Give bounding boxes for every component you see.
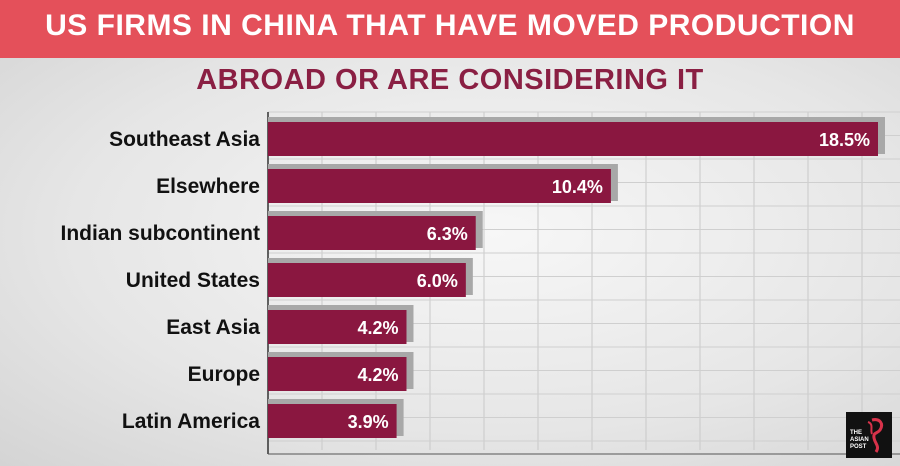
chart-subtitle: ABROAD OR ARE CONSIDERING IT xyxy=(196,64,704,96)
category-label: Southeast Asia xyxy=(109,128,260,151)
bar xyxy=(268,404,397,438)
svg-text:POST: POST xyxy=(850,444,867,450)
bar xyxy=(268,169,611,203)
value-label: 18.5% xyxy=(819,130,870,150)
category-label: Latin America xyxy=(122,410,260,433)
value-label: 10.4% xyxy=(552,177,603,197)
bar xyxy=(268,263,466,297)
category-label: United States xyxy=(126,269,260,292)
bar xyxy=(268,122,878,156)
bar xyxy=(268,310,407,344)
category-label: Elsewhere xyxy=(156,175,260,198)
category-label: Europe xyxy=(188,363,260,386)
value-label: 4.2% xyxy=(357,318,398,338)
value-label: 3.9% xyxy=(348,412,389,432)
bar xyxy=(268,216,476,250)
category-label: East Asia xyxy=(166,316,260,339)
chart-title: US FIRMS IN CHINA THAT HAVE MOVED PRODUC… xyxy=(45,9,855,42)
asian-post-logo-icon: THE ASIAN POST xyxy=(846,412,892,458)
svg-text:THE: THE xyxy=(850,430,862,436)
title-band xyxy=(0,0,900,58)
value-label: 6.0% xyxy=(417,271,458,291)
svg-text:ASIAN: ASIAN xyxy=(850,437,869,443)
value-label: 6.3% xyxy=(427,224,468,244)
value-label: 4.2% xyxy=(357,365,398,385)
category-label: Indian subcontinent xyxy=(61,222,261,245)
bar xyxy=(268,357,407,391)
